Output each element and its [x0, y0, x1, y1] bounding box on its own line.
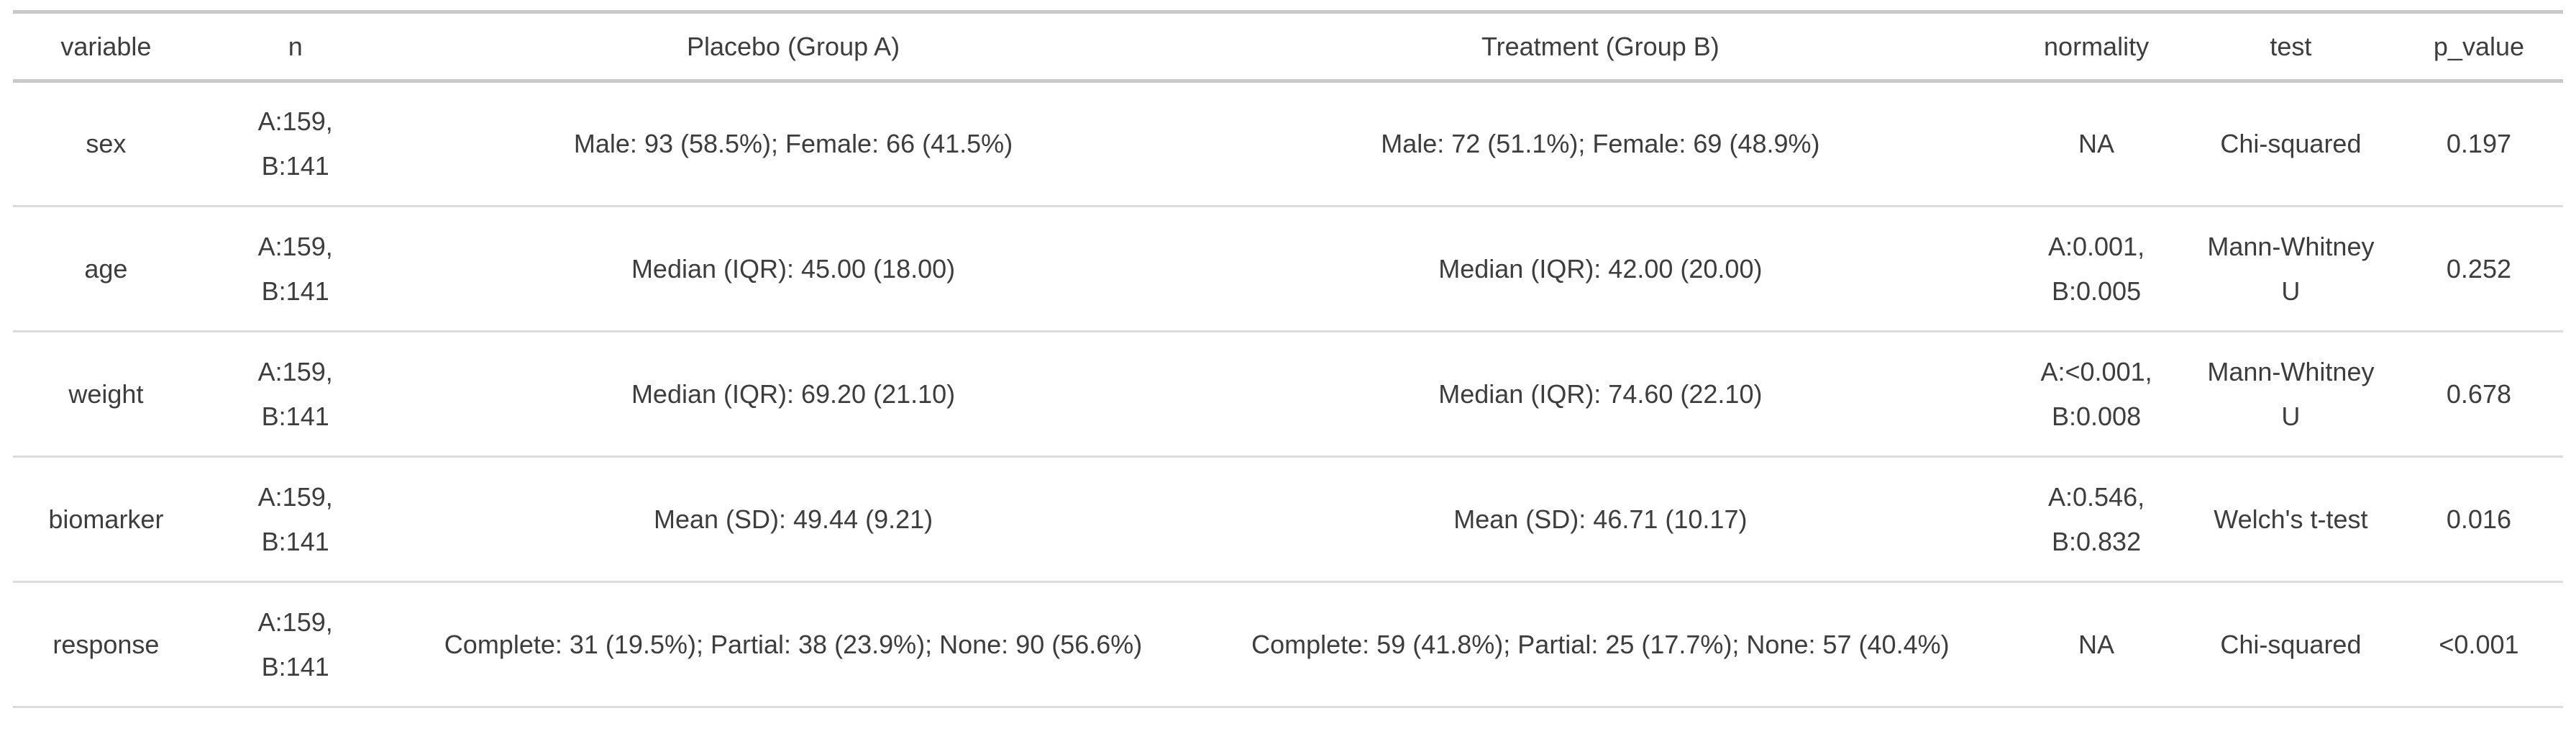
cell-placebo: Median (IQR): 69.20 (21.10) [631, 379, 956, 409]
cell-normality: A:0.001, B:0.005 [2048, 231, 2145, 306]
cell-n: A:159, B:141 [257, 607, 333, 681]
column-header-normality: normality [2044, 31, 2150, 61]
cell-test: Chi-squared [2220, 129, 2362, 159]
group-comparison-table: variable n Placebo (Group A) Treatment (… [13, 10, 2563, 708]
column-header-placebo: Placebo (Group A) [686, 31, 900, 61]
cell-normality: NA [2078, 629, 2115, 659]
cell-p-value: <0.001 [2439, 629, 2519, 659]
column-header-p-value: p_value [2433, 31, 2525, 61]
table-row-age: age A:159, B:141 Median (IQR): 45.00 (18… [13, 207, 2563, 332]
cell-variable: response [52, 629, 160, 659]
cell-treatment: Mean (SD): 46.71 (10.17) [1453, 504, 1748, 534]
header-row: variable n Placebo (Group A) Treatment (… [13, 12, 2563, 81]
table-row-sex: sex A:159, B:141 Male: 93 (58.5%); Femal… [13, 81, 2563, 207]
summary-table-container: variable n Placebo (Group A) Treatment (… [13, 10, 2563, 708]
table-row-response: response A:159, B:141 Complete: 31 (19.5… [13, 582, 2563, 707]
cell-n: A:159, B:141 [257, 481, 333, 556]
cell-test: Mann-Whitney U [2207, 231, 2375, 306]
column-header-treatment: Treatment (Group B) [1481, 31, 1719, 61]
cell-test: Chi-squared [2220, 629, 2362, 659]
cell-variable: biomarker [48, 504, 164, 534]
column-header-test: test [2270, 31, 2312, 61]
cell-n: A:159, B:141 [257, 107, 333, 181]
cell-placebo: Median (IQR): 45.00 (18.00) [631, 253, 956, 284]
table-row-weight: weight A:159, B:141 Median (IQR): 69.20 … [13, 332, 2563, 457]
cell-treatment: Median (IQR): 74.60 (22.10) [1438, 379, 1763, 409]
cell-placebo: Mean (SD): 49.44 (9.21) [653, 504, 933, 534]
cell-variable: sex [86, 129, 127, 159]
column-header-n: n [288, 31, 303, 61]
table-row-biomarker: biomarker A:159, B:141 Mean (SD): 49.44 … [13, 457, 2563, 582]
cell-p-value: 0.197 [2446, 129, 2511, 159]
cell-p-value: 0.252 [2446, 253, 2511, 284]
cell-n: A:159, B:141 [257, 356, 333, 431]
cell-p-value: 0.678 [2446, 379, 2511, 409]
cell-placebo: Male: 93 (58.5%); Female: 66 (41.5%) [573, 129, 1013, 159]
cell-normality: NA [2078, 129, 2115, 159]
cell-test: Welch's t-test [2214, 504, 2368, 534]
cell-variable: weight [68, 379, 144, 409]
cell-normality: A:<0.001, B:0.008 [2040, 356, 2152, 431]
cell-treatment: Complete: 59 (41.8%); Partial: 25 (17.7%… [1251, 629, 1950, 659]
cell-n: A:159, B:141 [257, 231, 333, 306]
column-header-variable: variable [60, 31, 152, 61]
cell-test: Mann-Whitney U [2207, 356, 2375, 431]
cell-p-value: 0.016 [2446, 504, 2511, 534]
cell-placebo: Complete: 31 (19.5%); Partial: 38 (23.9%… [444, 629, 1143, 659]
cell-treatment: Male: 72 (51.1%); Female: 69 (48.9%) [1381, 129, 1820, 159]
cell-normality: A:0.546, B:0.832 [2048, 481, 2145, 556]
cell-treatment: Median (IQR): 42.00 (20.00) [1438, 253, 1763, 284]
cell-variable: age [84, 253, 128, 284]
